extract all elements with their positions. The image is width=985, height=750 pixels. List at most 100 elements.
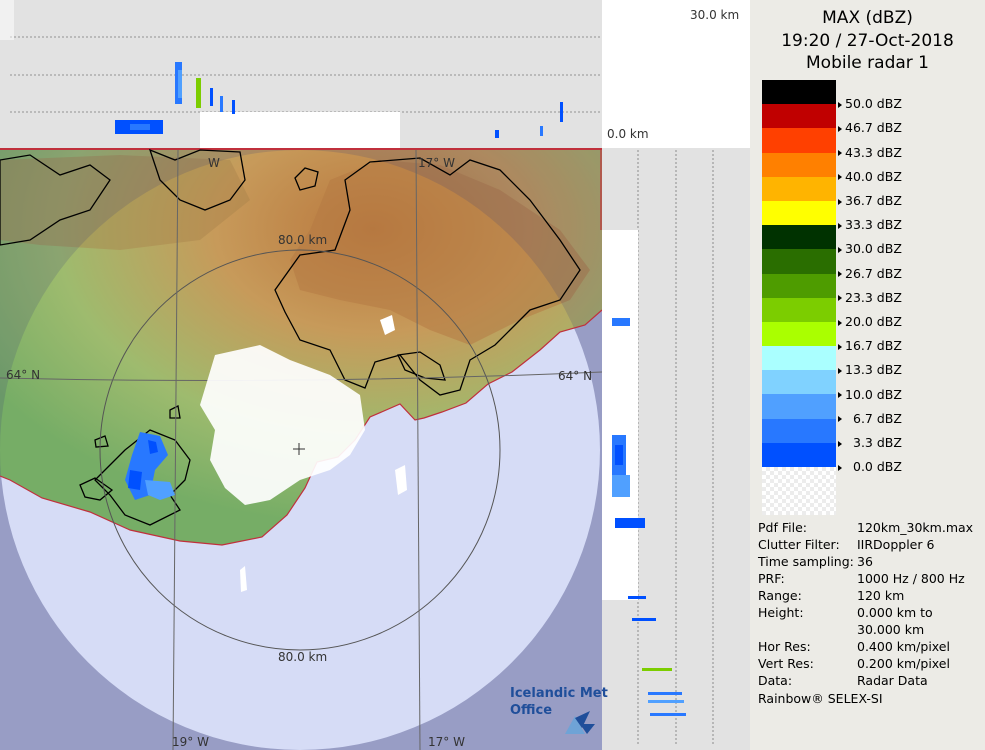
colorbar-swatch (762, 80, 836, 105)
colorbar-label-text: 6.7 dBZ (853, 410, 902, 426)
colorbar-label: 3.3 dBZ (838, 435, 902, 450)
info-value: 120km_30km.max (857, 520, 974, 535)
logo-line-2: Office (510, 703, 553, 718)
tick-marker-icon (838, 464, 842, 471)
info-row: Vert Res: 0.200 km/pixel (758, 656, 982, 673)
info-key: Range: (758, 588, 802, 603)
colorbar-label: 20.0 dBZ (838, 314, 902, 329)
radar-map: 30.0 km 0.0 km 80.0 km 80.0 km 64° N 64°… (0, 0, 750, 750)
colorbar-label: 10.0 dBZ (838, 387, 902, 402)
terrain-plateau-west (0, 155, 250, 250)
top-height-label: 30.0 km (690, 8, 740, 22)
colorbar-label-text: 40.0 dBZ (845, 168, 902, 184)
info-key: Vert Res: (758, 656, 814, 671)
tick-marker-icon (838, 271, 842, 278)
colorbar-label-text: 50.0 dBZ (845, 96, 902, 112)
info-row: PRF: 1000 Hz / 800 Hz (758, 571, 982, 588)
colorbar-label-text: 46.7 dBZ (845, 120, 902, 136)
info-key: Height: (758, 605, 804, 620)
precip-echoes (125, 315, 407, 592)
colorbar-swatch (762, 152, 836, 177)
colorbar-label: 13.3 dBZ (838, 362, 902, 377)
radar-site-marker (293, 443, 305, 455)
colorbar-label-text: 0.0 dBZ (853, 459, 902, 475)
longitude-label-bottom-left: 19° W (172, 735, 209, 749)
colorbar-swatch (762, 249, 836, 274)
info-table: Pdf File: 120km_30km.max Clutter Filter: II… (758, 520, 982, 690)
longitude-label-top-left: W (208, 156, 220, 170)
info-value: 0.400 km/pixel (857, 639, 950, 654)
colorbar-label: 43.3 dBZ (838, 145, 902, 160)
colorbar-swatch (762, 418, 836, 443)
colorbar-label: 16.7 dBZ (838, 338, 902, 353)
info-row: Height: 0.000 km to (758, 605, 982, 622)
product-title: MAX (dBZ) (822, 8, 913, 28)
tick-marker-icon (838, 392, 842, 399)
colorbar-swatch (762, 200, 836, 226)
info-key: Clutter Filter: (758, 537, 840, 552)
right-section-echoes (612, 318, 686, 716)
tick-marker-icon (838, 367, 842, 374)
colorbar-label: 46.7 dBZ (838, 120, 902, 135)
colorbar-label-text: 36.7 dBZ (845, 193, 902, 208)
colorbar (762, 80, 836, 515)
tick-marker-icon (838, 222, 842, 229)
glacier-outlines (0, 148, 581, 526)
colorbar-label: 0.0 dBZ (838, 459, 902, 474)
colorbar-label-text: 43.3 dBZ (845, 144, 902, 160)
logo-icon (565, 711, 595, 734)
tick-marker-icon (838, 295, 842, 302)
tick-marker-icon (838, 440, 842, 447)
top-section-corner-white-left (0, 0, 14, 40)
info-key: Pdf File: (758, 520, 807, 535)
colorbar-swatch (762, 394, 836, 419)
tick-marker-icon (838, 174, 842, 181)
info-value: 0.200 km/pixel (857, 656, 950, 671)
terrain-highlands (290, 160, 590, 345)
out-of-range-shade (0, 148, 602, 750)
colorbar-no-data-swatch (762, 467, 836, 515)
map-frame-top (0, 148, 602, 150)
colorbar-label-text: 23.3 dBZ (845, 289, 902, 305)
logo-line-1: Icelandic Met (510, 686, 608, 701)
colorbar-swatch (762, 370, 836, 395)
colorbar-swatch (762, 176, 836, 201)
colorbar-label: 23.3 dBZ (838, 290, 902, 305)
info-value: 36 (857, 554, 873, 569)
right-section-white-band (602, 230, 638, 600)
footer-note: Rainbow® SELEX-SI (758, 691, 883, 706)
info-row: Pdf File: 120km_30km.max (758, 520, 982, 537)
radar-name: Mobile radar 1 (806, 53, 929, 73)
product-datetime: 19:20 / 27-Oct-2018 (781, 31, 954, 51)
info-row: Data: Radar Data (758, 673, 982, 690)
colorbar-label: 6.7 dBZ (838, 411, 902, 426)
tick-marker-icon (838, 416, 842, 423)
latitude-label-left: 64° N (6, 368, 41, 382)
colorbar-label-text: 16.7 dBZ (845, 338, 902, 354)
colorbar-swatch (762, 128, 836, 153)
info-key: Time sampling: (758, 554, 854, 569)
longitude-label-top-right: 17° W (418, 156, 455, 170)
colorbar-label-text: 10.0 dBZ (845, 386, 902, 402)
colorbar-label: 36.7 dBZ (838, 193, 902, 208)
range-ring-label-top: 80.0 km (278, 233, 328, 247)
info-key: Data: (758, 673, 793, 688)
info-value: IIRDoppler 6 (857, 537, 935, 552)
colorbar-label-text: 30.0 dBZ (845, 241, 902, 257)
colorbar-label-text: 3.3 dBZ (853, 435, 902, 450)
info-value: 120 km (857, 588, 905, 603)
colorbar-label: 30.0 dBZ (838, 241, 902, 256)
colorbar-swatch (762, 442, 836, 467)
top-section-white-band (200, 112, 400, 148)
info-row: Range: 120 km (758, 588, 982, 605)
tick-marker-icon (838, 343, 842, 350)
info-row: Time sampling: 36 (758, 554, 982, 571)
latitude-label-right: 64° N (558, 369, 593, 383)
top-section-echoes (115, 62, 563, 138)
info-row: Hor Res: 0.400 km/pixel (758, 639, 982, 656)
colorbar-label: 26.7 dBZ (838, 266, 902, 281)
info-key: PRF: (758, 571, 785, 586)
info-value: 0.000 km to (857, 605, 933, 620)
colorbar-swatch (762, 104, 836, 129)
info-row: 30.000 km (758, 622, 982, 639)
